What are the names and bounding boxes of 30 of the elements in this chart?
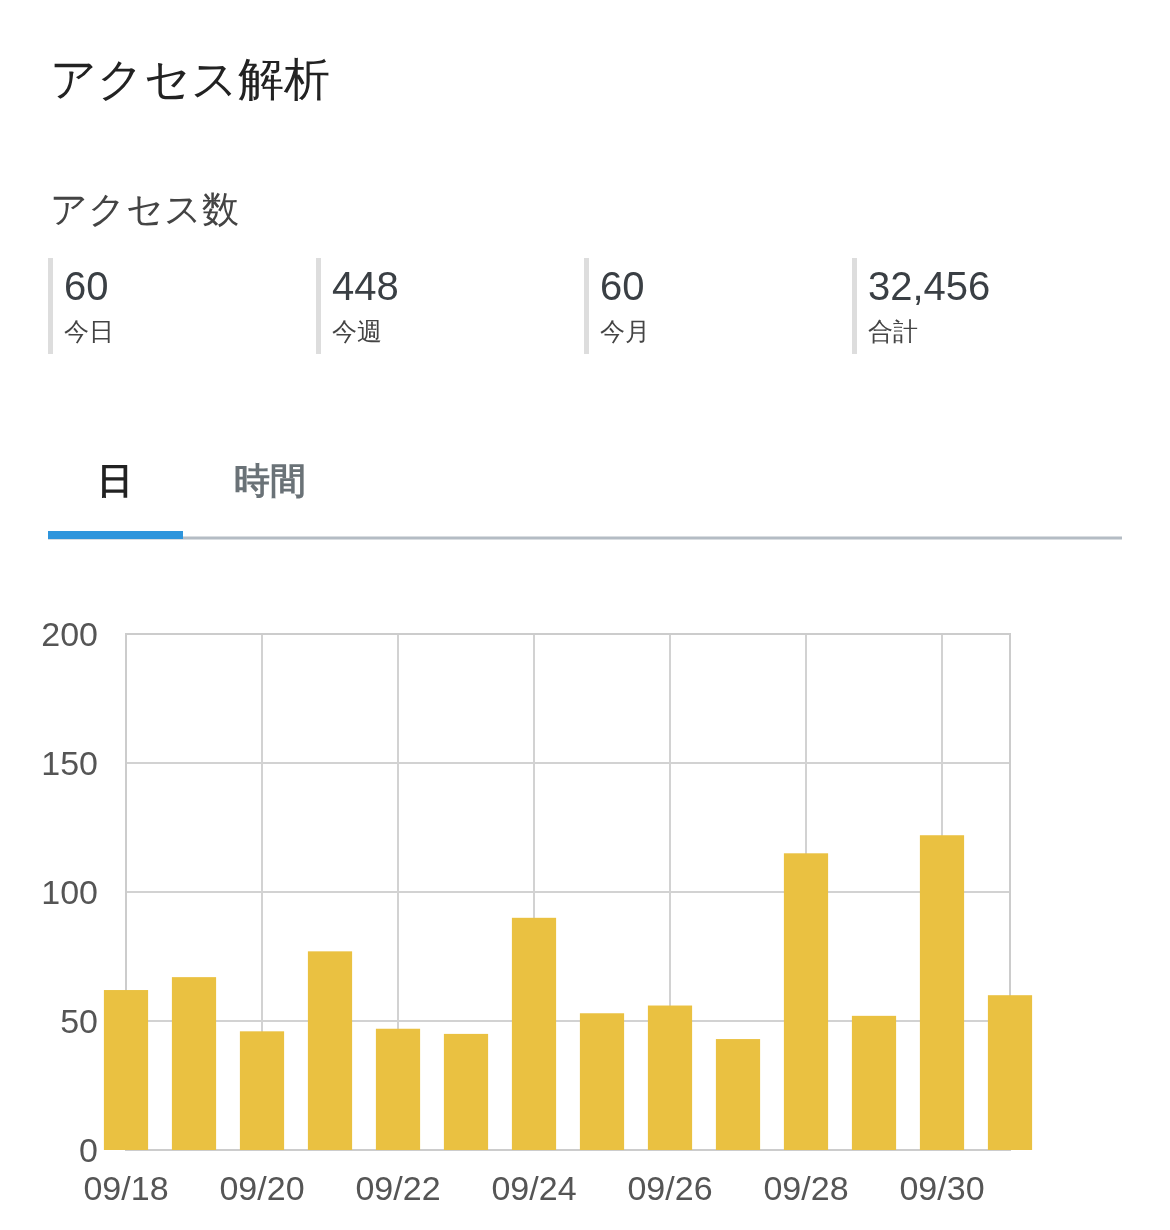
x-tick-label: 09/30 bbox=[899, 1169, 985, 1207]
bar bbox=[647, 1005, 693, 1150]
bar bbox=[511, 917, 557, 1150]
bar bbox=[443, 1033, 489, 1150]
x-tick-label: 09/24 bbox=[491, 1169, 577, 1207]
bar bbox=[783, 853, 829, 1150]
x-tick-label: 09/28 bbox=[763, 1169, 849, 1207]
bar bbox=[579, 1013, 625, 1150]
bar bbox=[987, 995, 1033, 1150]
bar bbox=[239, 1031, 285, 1150]
y-tick-label: 100 bbox=[41, 873, 98, 911]
bar bbox=[171, 977, 217, 1150]
y-tick-label: 200 bbox=[41, 615, 98, 653]
x-tick-label: 09/18 bbox=[83, 1169, 169, 1207]
y-tick-label: 50 bbox=[60, 1002, 98, 1040]
x-tick-label: 09/20 bbox=[219, 1169, 305, 1207]
bar bbox=[715, 1039, 761, 1150]
bar bbox=[919, 835, 965, 1150]
bar bbox=[307, 951, 353, 1150]
tab-active: 日 bbox=[48, 460, 183, 539]
bar bbox=[103, 990, 149, 1150]
x-tick-label: 09/22 bbox=[355, 1169, 441, 1207]
y-tick-label: 0 bbox=[79, 1131, 98, 1169]
y-tick-label: 150 bbox=[41, 744, 98, 782]
bar bbox=[375, 1028, 421, 1150]
bar bbox=[851, 1015, 897, 1150]
text: アクセス解析 bbox=[50, 53, 330, 105]
x-tick-label: 09/26 bbox=[627, 1169, 713, 1207]
text: アクセス数 bbox=[50, 189, 239, 230]
tab-label: 時間 bbox=[234, 460, 306, 501]
